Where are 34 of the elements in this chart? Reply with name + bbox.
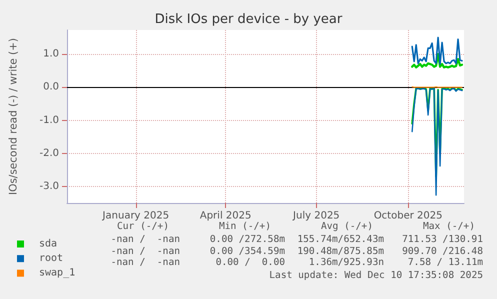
text: Avg (-/+): [321, 221, 373, 233]
y-tick-label: -1.0: [39, 114, 59, 126]
text: Min (-/+): [219, 221, 271, 233]
legend-label: sda: [39, 238, 58, 250]
legend-label: root: [39, 253, 64, 264]
line-series: [411, 88, 463, 196]
text: -nan / -nan: [110, 246, 180, 258]
y-tick-label: -2.0: [39, 148, 59, 159]
text: Cur (-/+): [117, 221, 169, 233]
chart-title: Disk IOs per device - by year: [154, 12, 343, 27]
text: -nan / -nan: [110, 234, 180, 246]
text: 0.00 /272.58m: [210, 234, 285, 246]
y-axis-title: IOs/second read (-) / write (+): [8, 38, 20, 196]
text: 711.53 /130.91: [402, 234, 483, 246]
y-tick-label: -3.0: [39, 180, 59, 192]
text: 0.00 /354.59m: [210, 246, 285, 258]
y-tick-label: 1.0: [43, 48, 59, 60]
text: 7.58 / 13.11m: [408, 257, 483, 270]
y-tick-label: 0.0: [43, 82, 59, 93]
x-tick-label: October 2025: [374, 210, 442, 222]
text: -nan / -nan: [110, 257, 180, 270]
text: 190.48m/875.85m: [297, 246, 384, 258]
text: 0.00 / 0.00: [216, 257, 285, 270]
text: 1.36m/925.93n: [308, 257, 384, 270]
text: 155.74m/652.43m: [297, 234, 384, 246]
line-series: [411, 53, 464, 68]
legend-label: swap_1: [39, 268, 76, 279]
line-series: [411, 36, 463, 65]
x-tick-label: April 2025: [200, 210, 252, 222]
text: 909.70 /216.48: [402, 246, 483, 258]
x-tick-label: July 2025: [292, 210, 340, 222]
x-tick-label: January 2025: [102, 210, 170, 222]
text: Max (-/+): [423, 221, 475, 233]
text: Last update: Wed Dec 10 17:35:08 2025: [269, 270, 483, 282]
